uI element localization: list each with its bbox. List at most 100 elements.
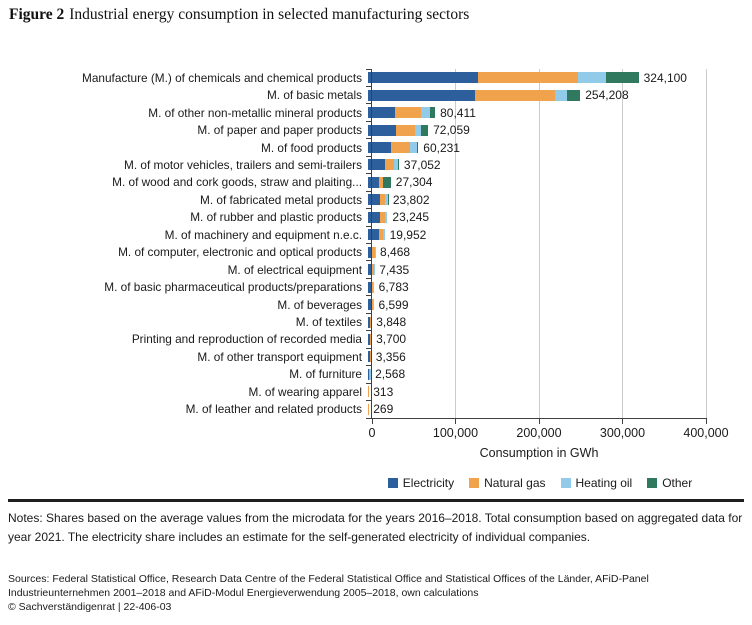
bar-track — [368, 246, 376, 258]
bar-track — [368, 264, 375, 276]
legend-swatch-icon — [560, 478, 571, 488]
y-axis-tick — [366, 243, 371, 244]
bar-segment-electricity — [368, 107, 395, 119]
bar-segment-electricity — [368, 176, 380, 188]
bar-track — [368, 211, 388, 223]
bar-value-label: 60,231 — [423, 140, 460, 155]
category-label: M. of basic metals — [266, 88, 362, 103]
legend-swatch-icon — [469, 478, 480, 488]
bar-segment-other — [421, 124, 429, 136]
figure-title-text: Industrial energy consumption in selecte… — [69, 6, 470, 23]
y-axis-line — [371, 69, 372, 419]
category-label: Manufacture (M.) of chemicals and chemic… — [82, 70, 362, 85]
bar-value-label: 7,435 — [379, 262, 410, 277]
y-axis-tick — [366, 138, 371, 140]
bar-track — [368, 107, 436, 119]
category-label: M. of other transport equipment — [197, 349, 362, 364]
bar-segment-natural-gas — [379, 176, 384, 188]
category-label: M. of wood and cork goods, straw and pla… — [112, 175, 362, 190]
x-axis-line — [366, 418, 707, 419]
bar-segment-natural-gas — [369, 368, 370, 380]
bar-value-label: 27,304 — [395, 175, 433, 190]
category-label: M. of paper and paper products — [197, 123, 362, 138]
bar-track — [368, 368, 371, 380]
y-axis-tick — [366, 85, 371, 87]
bar-value-label: 23,245 — [392, 210, 430, 225]
bar-row: M. of wearing apparel 313 — [0, 383, 752, 400]
bar-value-label: 80,411 — [440, 105, 476, 120]
bar-segment-electricity — [368, 72, 479, 84]
bar-row: M. of machinery and equipment n.e.c. 19,9… — [0, 226, 752, 243]
bar-row: M. of beverages 6,599 — [0, 296, 752, 313]
y-axis-tick — [366, 277, 371, 279]
figure-title-prefix: Figure 2 — [9, 6, 65, 23]
bar-track — [368, 194, 388, 206]
x-axis-tick — [371, 419, 373, 424]
x-axis-title: Consumption in GWh — [479, 446, 599, 460]
bar-value-label: 37,052 — [403, 157, 441, 172]
bar-segment-heating-oil — [385, 211, 388, 223]
legend-swatch-icon — [647, 478, 658, 488]
bar-segment-heating-oil — [414, 124, 422, 136]
bar-row: M. of other non-metallic mineral product… — [0, 104, 752, 121]
bar-segment-heating-oil — [554, 89, 567, 101]
gridline — [538, 69, 540, 418]
x-axis-tick — [622, 419, 623, 424]
y-axis-tick — [366, 225, 371, 227]
bar-segment-natural-gas — [369, 333, 371, 345]
category-label: M. of motor vehicles, trailers and semi-… — [124, 157, 362, 172]
bar-track — [368, 72, 639, 84]
bar-segment-other — [397, 159, 399, 171]
category-label: M. of textiles — [295, 315, 362, 330]
bar-track — [368, 333, 372, 345]
legend-item-other: Other — [647, 476, 692, 490]
bar-value-label: 72,059 — [433, 123, 470, 138]
bar-row: Manufacture (M.) of chemicals and chemic… — [0, 69, 752, 86]
bar-segment-electricity — [368, 89, 476, 101]
bar-segment-electricity — [368, 281, 371, 293]
y-axis-tick — [366, 347, 371, 349]
category-label: M. of rubber and plastic products — [190, 210, 362, 225]
plot-area — [372, 69, 707, 418]
bar-segment-heating-oil — [421, 107, 430, 119]
bar-track — [368, 89, 581, 101]
bar-segment-electricity — [368, 351, 370, 363]
legend: Electricity Natural gas Heating oil Other — [350, 476, 730, 490]
category-label: M. of leather and related products — [185, 402, 362, 417]
category-label: M. of electrical equipment — [227, 262, 362, 277]
bar-row: M. of motor vehicles, trailers and semi-… — [0, 156, 752, 173]
bar-segment-electricity — [368, 229, 380, 241]
bar-segment-natural-gas — [394, 107, 422, 119]
bar-segment-natural-gas — [475, 89, 555, 101]
bar-value-label: 324,100 — [643, 70, 687, 85]
bar-row: M. of computer, electronic and optical p… — [0, 244, 752, 261]
bar-value-label: 3,848 — [376, 315, 407, 330]
x-tick-label: 400,000 — [683, 426, 729, 440]
bar-value-label: 23,802 — [392, 192, 430, 207]
bar-segment-other — [566, 89, 581, 101]
bar-segment-natural-gas — [379, 229, 384, 241]
bar-row: M. of electrical equipment 7,435 — [0, 261, 752, 278]
bar-row: M. of wood and cork goods, straw and pla… — [0, 174, 752, 191]
bar-row: M. of fabricated metal products 23,802 — [0, 191, 752, 208]
bar-segment-natural-gas — [371, 246, 375, 258]
x-axis-tick — [538, 419, 540, 424]
bar-row: M. of food products 60,231 — [0, 139, 752, 156]
x-tick-label: 300,000 — [599, 426, 646, 440]
bar-segment-heating-oil — [578, 72, 607, 84]
bar-segment-electricity — [368, 316, 370, 328]
bar-track — [368, 124, 429, 136]
bar-track — [368, 176, 391, 188]
bar-segment-electricity — [368, 246, 372, 258]
category-label: M. of wearing apparel — [248, 384, 362, 399]
bar-track — [368, 351, 371, 363]
gridline — [455, 69, 456, 418]
y-axis-tick — [366, 312, 371, 314]
category-label: M. of food products — [261, 140, 362, 155]
y-axis-tick — [366, 208, 371, 210]
bar-row: M. of textiles 3,848 — [0, 313, 752, 330]
bar-segment-heating-oil — [410, 142, 418, 154]
bar-segment-natural-gas — [396, 124, 415, 136]
legend-label: Electricity — [402, 476, 455, 490]
